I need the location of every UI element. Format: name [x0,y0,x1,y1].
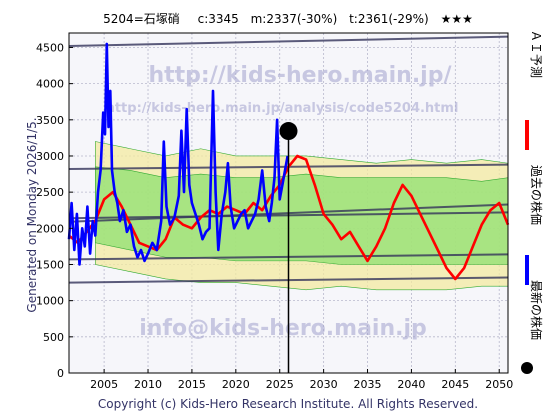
x-tick-label: 2040 [397,378,425,391]
y-tick-label: 4500 [36,41,64,54]
copyright-footer: Copyright (c) Kids-Hero Research Institu… [98,397,478,411]
history-line [67,42,289,266]
watermarks: http://kids-hero.main.jp/ http://kids-he… [106,63,459,341]
x-tick-label: 2030 [310,378,338,391]
plot-frame [68,32,509,374]
y-tick-label: 1000 [36,295,64,308]
y-tick-label: 3000 [36,150,64,163]
legend-item: 最新の株価 [521,280,544,374]
y-tick-label: 1500 [36,258,64,271]
stock-code: 5204=石塚硝 [103,12,180,26]
x-tick-label: 2020 [222,378,250,391]
x-tick-label: 2005 [90,378,118,391]
x-tick-label: 2025 [266,378,294,391]
legend-label: 最新の株価 [529,280,544,340]
current-price: c:3345 [198,12,239,26]
y-tick-label: 2500 [36,186,64,199]
target-price: t:2361(-29%) [349,12,429,26]
watermark-email: info@kids-hero.main.jp [139,316,427,341]
axes: 2005 2010 2015 2020 2025 2030 2035 2040 2045 2050… [36,41,513,391]
latest-price-dot [279,122,298,141]
y-tick-label: 0 [57,367,64,380]
watermark-url: http://kids-hero.main.jp/ [148,63,452,88]
y-tick-label: 2000 [36,222,64,235]
x-tick-label: 2010 [134,378,162,391]
y-tick-label: 3500 [36,114,64,127]
legend-item: 過去の株価 [525,165,544,285]
legend-dot [521,362,533,374]
legend-item: ＡＩ予測 [525,30,543,150]
y-tick-label: 4000 [36,78,64,91]
legend-label: 過去の株価 [529,165,544,225]
x-tick-label: 2035 [354,378,382,391]
chart-header: 5204=石塚硝 c:3345 m:2337(-30%) t:2361(-29%… [103,12,473,26]
rating-stars: ★★★ [441,12,473,26]
minimum-price: m:2337(-30%) [251,12,338,26]
x-tick-label: 2045 [441,378,469,391]
generated-date: Generated on Monday 2026/1/5. [25,117,39,312]
legend-label: ＡＩ予測 [529,30,543,78]
trend-line [68,35,509,48]
watermark-analysis-url: http://kids-hero.main.jp/analysis/code52… [106,101,459,116]
x-tick-label: 2015 [178,378,206,391]
x-tick-label: 2050 [485,378,513,391]
latest-marker [279,122,298,373]
y-tick-label: 500 [43,331,64,344]
